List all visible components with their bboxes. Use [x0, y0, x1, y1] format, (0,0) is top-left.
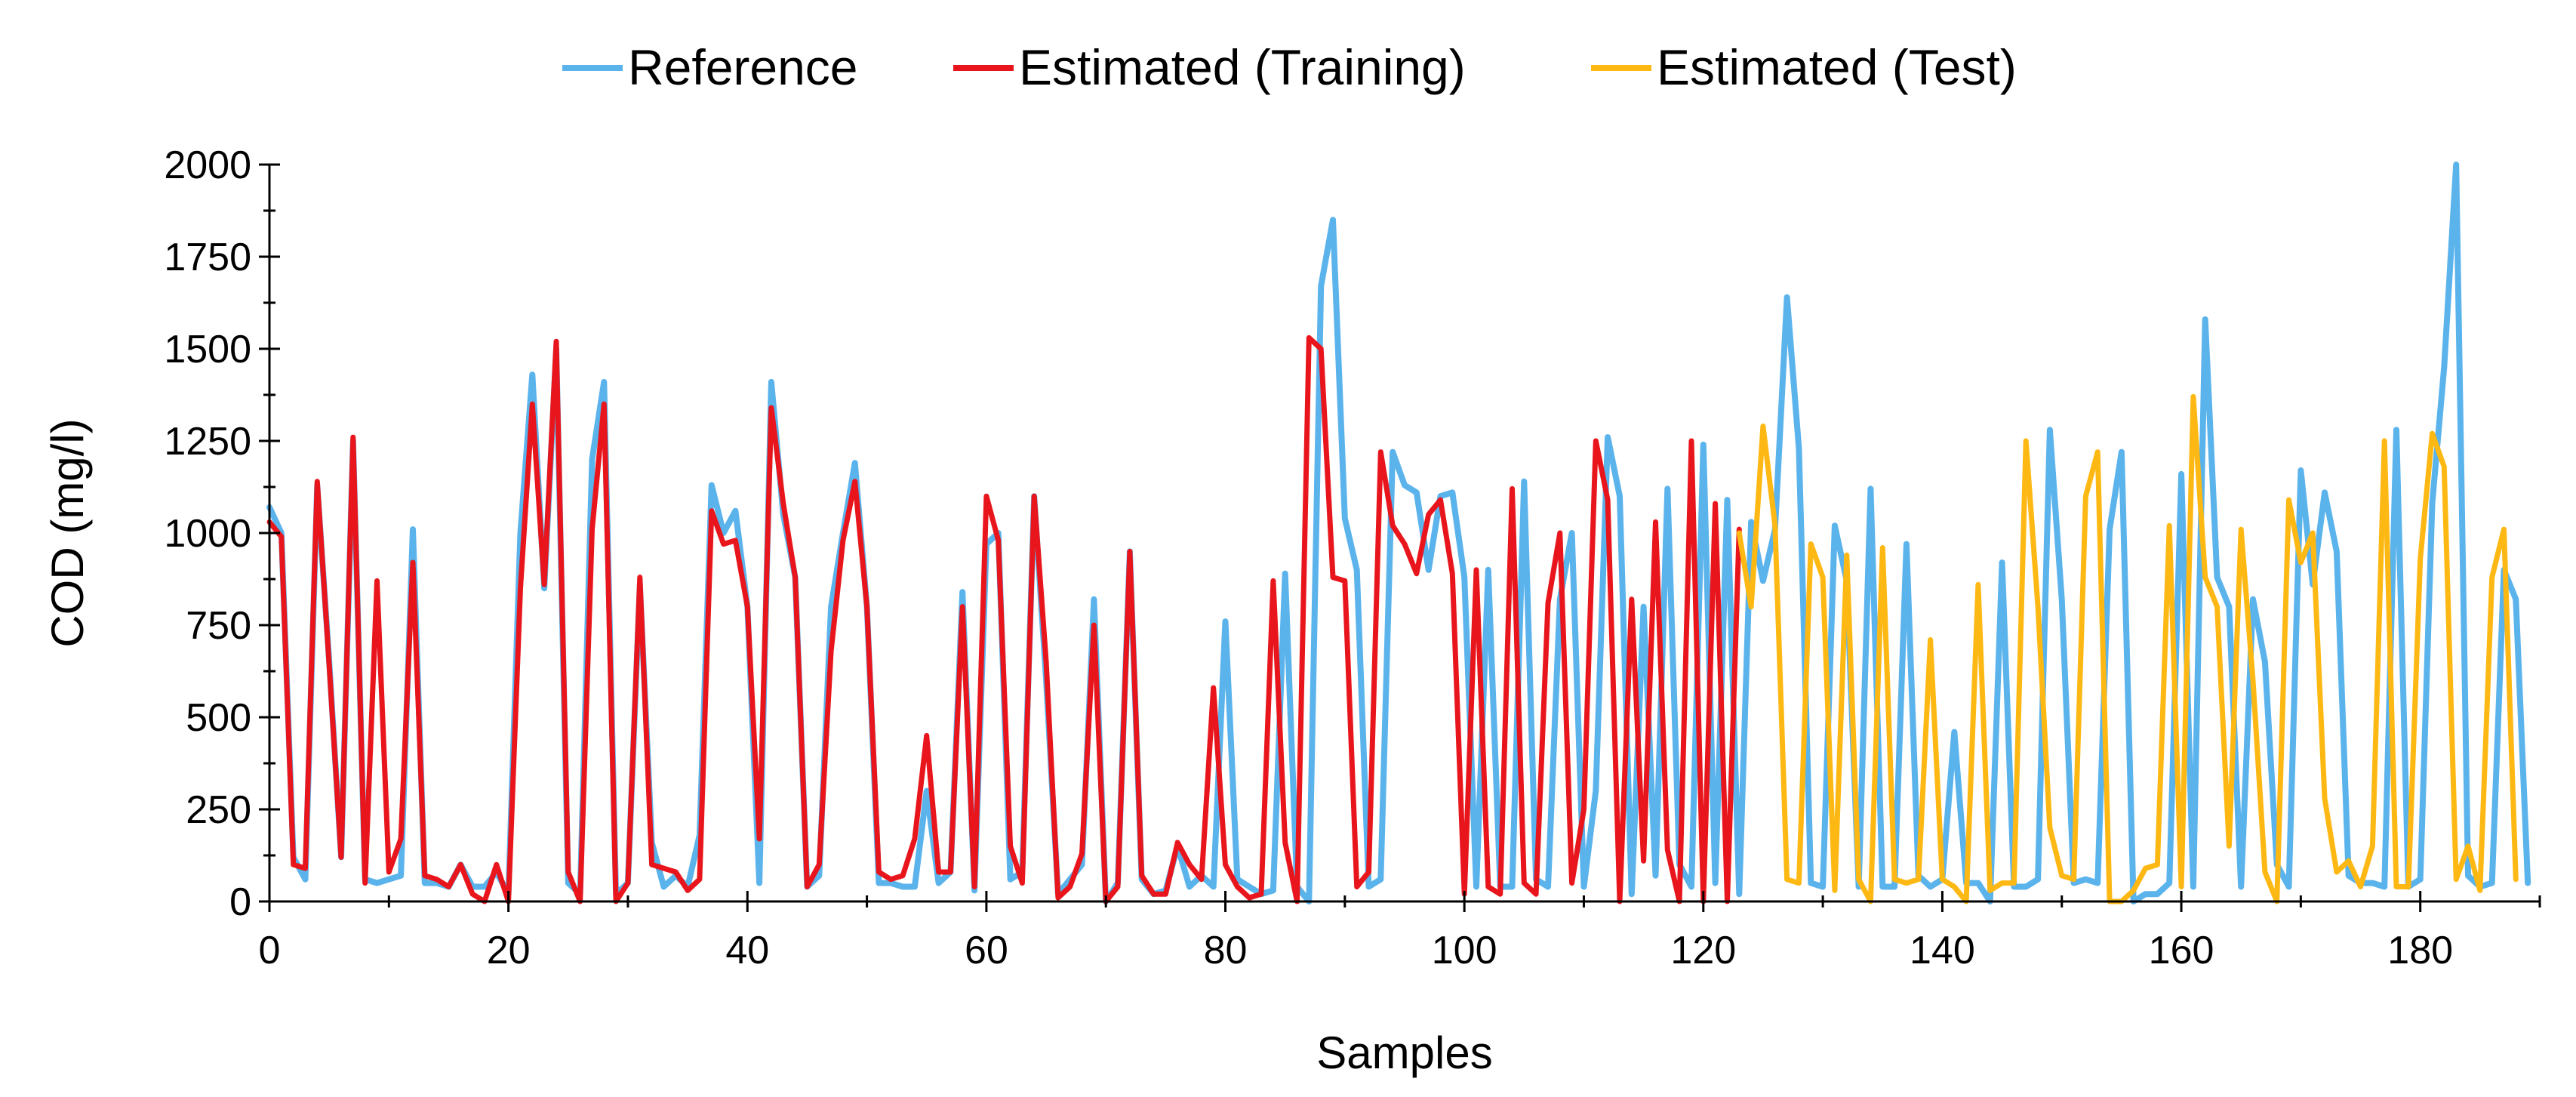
y-tick-label: 1750 [164, 236, 251, 279]
x-tick-label: 20 [487, 929, 531, 972]
series-line-estimated-training [266, 334, 1742, 904]
axes: 0 250 500 750 1000 1250 1500 1750 2000 0 20 40 60 80… [164, 143, 2541, 972]
y-tick-label: 2000 [164, 143, 251, 187]
x-tick-label: 80 [1204, 929, 1248, 972]
legend: Reference Estimated (Training) Estimated… [562, 39, 2017, 95]
y-tick-label: 750 [186, 604, 251, 648]
y-tick-label: 0 [229, 880, 251, 924]
x-axis-title: Samples [1316, 1028, 1492, 1078]
x-tick-label: 100 [1432, 929, 1497, 972]
series-layer [266, 162, 2531, 904]
x-tick-label: 180 [2387, 929, 2453, 972]
legend-label-reference: Reference [628, 39, 858, 95]
x-tick-label: 120 [1670, 929, 1736, 972]
legend-label-estimated-test: Estimated (Test) [1657, 39, 2017, 95]
x-tick-label: 140 [1910, 929, 1975, 972]
y-tick-label: 1500 [164, 328, 251, 371]
y-tick-label: 250 [186, 788, 251, 832]
x-tick-label: 40 [725, 929, 769, 972]
legend-label-estimated-training: Estimated (Training) [1019, 39, 1466, 95]
y-tick-label: 500 [186, 696, 251, 740]
x-tick-label: 0 [259, 929, 281, 972]
x-tick-label: 160 [2149, 929, 2214, 972]
y-axis-title: COD (mg/l) [42, 418, 93, 647]
y-tick-label: 1000 [164, 512, 251, 556]
x-tick-label: 60 [965, 929, 1008, 972]
series-line-estimated-test [1736, 393, 2519, 904]
x-ticks: 0 20 40 60 80 100 120 140 160 180 [259, 891, 2541, 972]
y-tick-label: 1250 [164, 420, 251, 464]
y-ticks: 0 250 500 750 1000 1250 1500 1750 2000 [164, 143, 280, 924]
